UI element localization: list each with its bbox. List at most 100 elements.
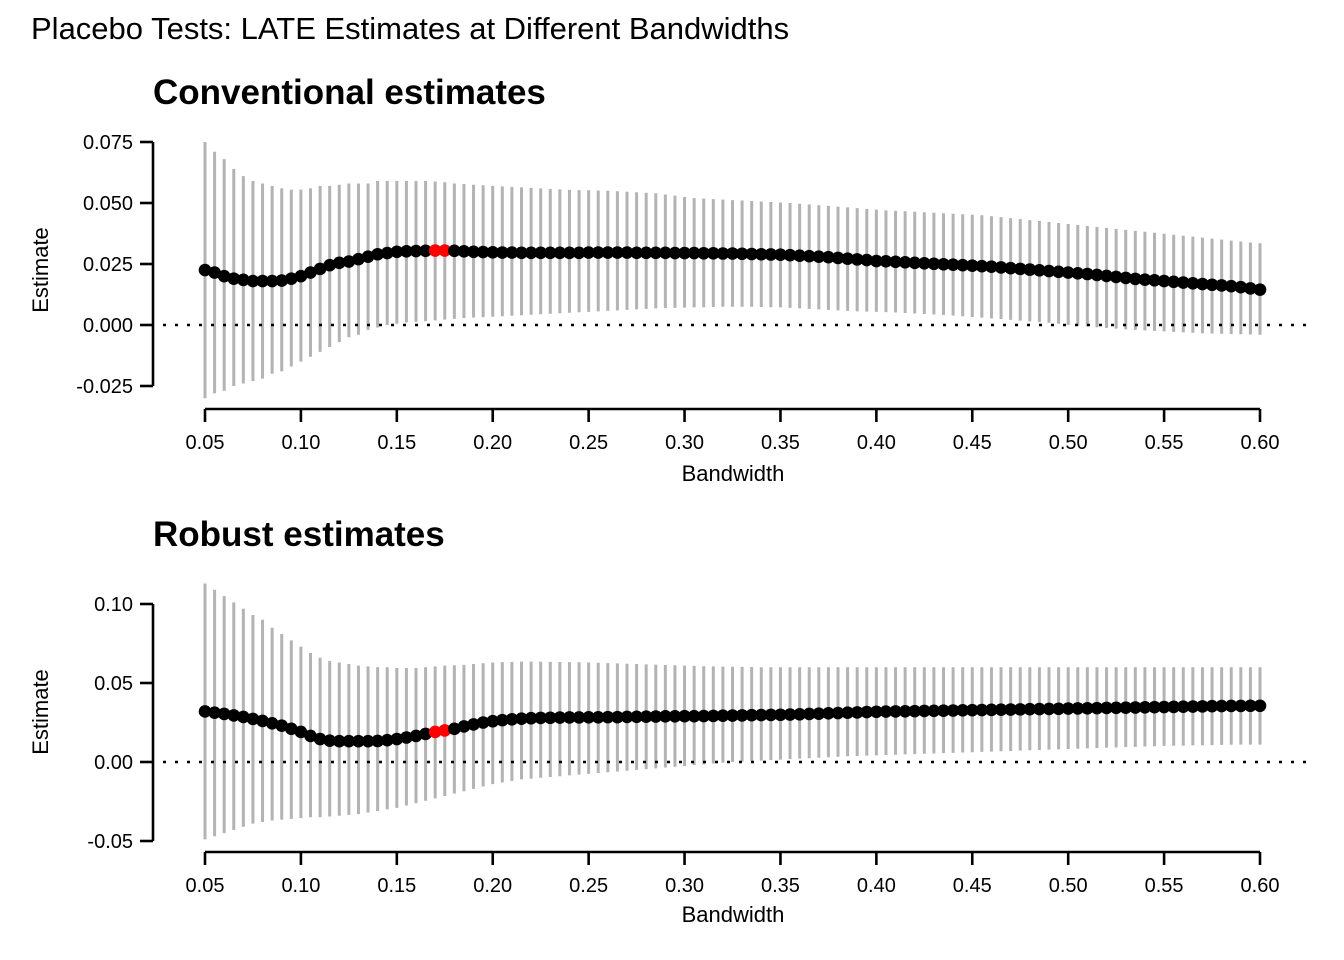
estimate-point [802, 249, 816, 263]
estimate-point [678, 709, 691, 723]
estimate-point [332, 256, 346, 270]
x-tick-label: 0.50 [1049, 432, 1088, 454]
estimate-point [850, 253, 864, 266]
estimate-point [1052, 702, 1065, 716]
estimate-point [831, 251, 845, 265]
estimate-point [591, 710, 605, 724]
x-tick-label: 0.05 [186, 432, 225, 454]
x-tick-label: 0.25 [569, 875, 608, 897]
estimate-point [390, 732, 404, 746]
estimate-point [361, 734, 375, 748]
estimate-point [285, 272, 298, 285]
estimate-point [582, 710, 595, 724]
estimate-point [764, 248, 778, 261]
estimate-point [927, 704, 941, 718]
estimate-point [726, 247, 739, 260]
estimate-point [649, 710, 663, 723]
estimate-point [735, 709, 749, 722]
estimate-point [1129, 701, 1142, 714]
estimate-point [860, 253, 874, 267]
estimate-point [754, 247, 768, 261]
y-tick-label: 0.050 [83, 193, 133, 215]
estimate-point [879, 705, 893, 718]
x-axis: 0.05 0.10 0.15 0.20 0.25 0.30 0.35 0.40 0.45 0.50… [186, 407, 1279, 454]
estimate-point [975, 259, 989, 273]
estimate-point [822, 250, 835, 264]
estimate-points [198, 244, 1267, 296]
estimate-point [975, 703, 989, 717]
x-tick-label: 0.30 [665, 875, 704, 897]
y-axis: -0.025 0.000 0.025 0.050 0.075 [76, 132, 155, 398]
estimate-point [918, 256, 931, 270]
x-tick-label: 0.10 [281, 432, 320, 454]
estimate-point [313, 732, 327, 746]
estimate-point [678, 246, 691, 260]
estimate-point [659, 246, 672, 260]
x-tick-label: 0.40 [857, 875, 896, 897]
estimate-point [783, 708, 797, 721]
estimate-point [380, 733, 394, 747]
estimate-point [294, 725, 308, 739]
estimate-point [1138, 701, 1152, 714]
estimate-point [400, 245, 413, 258]
estimate-point [227, 709, 241, 722]
estimate-point [850, 706, 864, 719]
estimate-point [409, 729, 423, 743]
estimate-point [774, 708, 787, 722]
estimate-point [409, 244, 423, 258]
estimate-point [448, 722, 461, 736]
estimate-point [927, 257, 941, 271]
estimate-point [1176, 700, 1190, 713]
y-tick-label: 0.10 [94, 594, 133, 616]
estimate-point [534, 246, 547, 260]
estimate-point [476, 245, 490, 259]
estimate-point [937, 704, 950, 717]
estimate-point [659, 710, 672, 723]
y-tick-label: -0.05 [87, 831, 133, 853]
x-tick-label: 0.30 [665, 432, 704, 454]
estimate-point [390, 245, 404, 259]
x-axis: 0.05 0.10 0.15 0.20 0.25 0.30 0.35 0.40 0.45 0.50… [186, 850, 1279, 897]
estimate-point [1138, 273, 1152, 286]
estimate-point [371, 734, 384, 748]
estimate-point [246, 274, 260, 288]
estimate-point [534, 711, 547, 725]
estimate-point [496, 713, 509, 727]
x-tick-label: 0.20 [473, 432, 512, 454]
estimate-point [1071, 266, 1085, 280]
highlighted-estimate-point [428, 244, 442, 257]
estimate-point [1224, 279, 1238, 293]
estimate-point [419, 727, 432, 741]
estimate-point [879, 255, 893, 268]
estimate-point [1004, 703, 1017, 716]
estimate-point [687, 246, 701, 260]
estimate-point [265, 716, 279, 730]
estimate-point [611, 710, 624, 724]
estimate-point [745, 708, 758, 722]
estimate-point [841, 252, 854, 265]
y-tick-label: 0.025 [83, 254, 133, 276]
estimate-point [380, 246, 394, 260]
estimate-point [620, 246, 634, 259]
x-tick-label: 0.50 [1049, 875, 1088, 897]
estimate-point [352, 252, 365, 266]
estimate-point [476, 716, 490, 729]
estimate-point [1234, 280, 1248, 294]
estimate-point [371, 247, 384, 261]
y-axis-label: Estimate [28, 669, 53, 755]
estimate-point [419, 244, 432, 258]
estimate-point [543, 711, 557, 725]
highlighted-estimate-point [438, 244, 452, 257]
estimate-point [352, 734, 365, 748]
estimate-point [208, 706, 221, 720]
estimate-point [620, 710, 634, 724]
estimate-point [1157, 700, 1171, 714]
panel-robust: Robust estimates Bandwidth Estimate -0.0… [28, 515, 1312, 927]
estimate-point [754, 708, 768, 722]
estimate-point [313, 262, 327, 276]
estimate-point [707, 246, 720, 260]
estimate-point [304, 266, 317, 279]
x-tick-label: 0.10 [281, 875, 320, 897]
estimate-point [1109, 270, 1123, 284]
estimate-point [994, 261, 1008, 274]
